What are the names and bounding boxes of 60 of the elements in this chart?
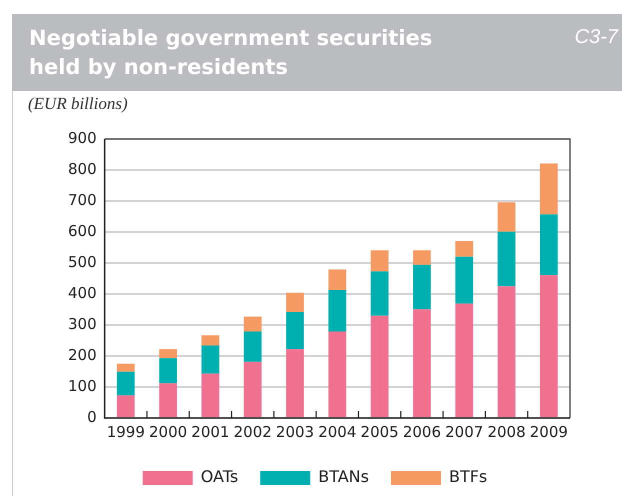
bar bbox=[370, 316, 389, 417]
bar bbox=[540, 275, 558, 417]
bar bbox=[370, 250, 389, 272]
x-tick-label: 2009 bbox=[530, 422, 568, 441]
bar bbox=[286, 349, 304, 417]
bar bbox=[328, 270, 346, 290]
bar bbox=[159, 383, 177, 417]
bar bbox=[498, 286, 516, 417]
bar bbox=[116, 395, 135, 417]
bar bbox=[328, 290, 346, 332]
y-tick-label: 300 bbox=[68, 314, 97, 333]
y-tick-label: 400 bbox=[68, 284, 97, 302]
bar bbox=[244, 332, 262, 362]
x-tick-label: 2004 bbox=[318, 422, 356, 441]
legend-label: BTANs bbox=[318, 467, 369, 486]
y-tick-label: 500 bbox=[68, 252, 97, 271]
bar bbox=[286, 292, 304, 312]
y-tick-label: 0 bbox=[87, 408, 97, 426]
bar bbox=[202, 335, 220, 346]
x-tick-label: 2002 bbox=[234, 422, 272, 441]
legend-label: OATs bbox=[200, 467, 238, 486]
x-tick-label: 2005 bbox=[360, 422, 399, 441]
x-tick-label: 2003 bbox=[276, 422, 314, 441]
bar bbox=[498, 202, 516, 232]
text: C3-7 bbox=[574, 26, 618, 49]
x-tick-label: 2001 bbox=[191, 422, 230, 441]
bar bbox=[540, 163, 558, 214]
y-tick-label: 600 bbox=[68, 222, 97, 240]
bar bbox=[370, 271, 389, 316]
bar bbox=[116, 364, 135, 372]
x-tick-label: 2000 bbox=[148, 422, 188, 441]
bar bbox=[116, 372, 135, 396]
y-tick-label: 200 bbox=[68, 346, 97, 364]
y-tick-label: 900 bbox=[68, 128, 97, 147]
legend-label: BTFs bbox=[448, 467, 488, 486]
bar bbox=[455, 304, 474, 417]
chart-title: Negotiable government securities held by non-residents bbox=[29, 25, 434, 81]
bar bbox=[498, 232, 516, 286]
bar bbox=[413, 250, 431, 265]
bar bbox=[328, 332, 346, 417]
bar bbox=[413, 309, 431, 417]
y-tick-label: 700 bbox=[68, 190, 97, 209]
bar bbox=[540, 214, 558, 276]
x-tick-label: 2008 bbox=[487, 422, 526, 441]
bar bbox=[159, 349, 177, 358]
x-tick-label: 2006 bbox=[402, 422, 442, 441]
bar bbox=[413, 264, 431, 310]
bar bbox=[159, 358, 177, 384]
bar bbox=[286, 312, 304, 350]
bar bbox=[202, 345, 220, 374]
bar bbox=[455, 240, 474, 257]
bar bbox=[455, 256, 474, 304]
y-axis-title: (EUR billions) bbox=[28, 94, 128, 114]
bar bbox=[202, 374, 220, 417]
y-tick-label: 100 bbox=[68, 376, 97, 395]
bar bbox=[244, 316, 262, 332]
x-tick-label: 1999 bbox=[106, 422, 145, 441]
x-tick-label: 2007 bbox=[445, 422, 484, 441]
y-tick-label: 800 bbox=[68, 160, 97, 178]
bar bbox=[244, 362, 262, 417]
